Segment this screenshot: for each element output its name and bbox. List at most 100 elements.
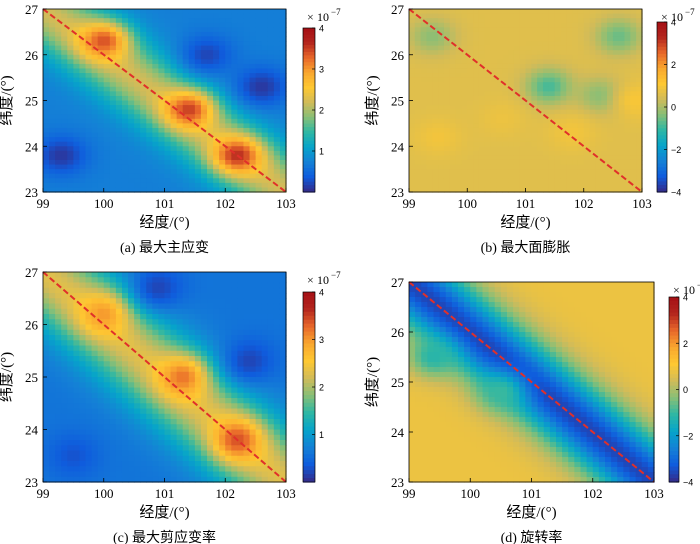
panel-a-cell [97,169,105,175]
panel-b-cell [519,45,527,51]
panel-b-cell [560,123,567,129]
panel-c-cell [43,335,50,341]
panel-a-cell [243,100,251,106]
panel-b-cell [496,59,503,65]
panel-b-cell [443,109,451,115]
panel-a-cell [267,118,275,124]
panel-c-cell [152,319,160,326]
panel-b-cell [601,45,608,51]
panel-a-cell [200,27,208,33]
panel-a-cell [49,18,56,24]
panel-c-cell [152,461,160,467]
panel-b-cell [548,41,556,47]
panel-c-cell [115,319,123,326]
panel-a-cell [79,155,87,161]
panel-c-cell [67,413,74,420]
panel-a-cell [231,36,238,42]
panel-b-cell [525,178,532,184]
panel-c-cell [97,424,105,431]
panel-c-cell [158,413,166,420]
panel-b-cell [630,127,637,134]
panel-c-cell [182,377,190,383]
panel-b-cell [607,159,614,166]
panel-a-cell [121,187,129,193]
panel-b-cell [566,141,573,147]
panel-a-cell [158,127,166,134]
panel-c-cell [219,466,226,473]
panel-b-cell [443,9,451,15]
panel-b-colorbar-segment [657,43,667,48]
panel-b-cell [420,105,428,111]
panel-a-cell [85,36,93,42]
panel-a-cell [225,187,232,193]
panel-c-cell [182,408,190,415]
panel-c-cell [225,371,232,378]
panel-c-cell [55,329,62,336]
panel-b-cell [572,68,579,74]
panel-c-cell [273,293,281,299]
panel-a-cell [267,50,275,56]
panel-c-cell [134,419,141,425]
panel-b-cell [432,150,439,156]
panel-c-cell [188,392,196,399]
panel-b-cell [508,41,515,47]
panel-a-cell [146,27,153,33]
panel-a-cell [219,118,226,124]
panel-b-cell [490,13,497,19]
panel-c-cell [194,408,202,415]
panel-b-cell [455,91,463,97]
panel-c-cell [279,329,287,336]
panel-b-cell [554,86,562,92]
panel-a-cell [219,137,226,143]
panel-c-cell [261,387,269,394]
panel-c-cell [128,335,135,341]
panel-c-cell [121,335,129,341]
panel-b-cell [525,137,532,143]
panel-c-cell [261,277,269,284]
panel-c-cell [164,445,172,452]
panel-c-cell [109,366,117,373]
panel-a-cell [255,31,263,38]
panel-a-cell [67,114,74,120]
panel-a-cell [261,127,269,134]
panel-c-cell [176,287,184,294]
panel-c-cell [231,466,238,473]
panel-c-cell [121,345,129,352]
panel-c-cell [200,387,208,394]
panel-b-cell [443,173,451,179]
panel-c-cell [194,450,202,457]
panel-a-cell [237,182,245,189]
panel-a-colorbar-segment [303,58,315,63]
panel-b-cell [484,164,492,170]
panel-a-colorbar-segment [303,110,315,115]
panel-a-cell [128,31,135,38]
panel-c-cell [164,440,172,446]
panel-c-cell [188,282,196,289]
panel-a-cell [249,187,257,193]
panel-a-cell [255,9,263,15]
panel-b-cell [467,54,474,60]
panel-c-cell [279,293,287,299]
panel-c-cell [188,434,196,441]
panel-a-cell [103,50,111,56]
panel-b-cell [443,18,451,24]
panel-b-cell [577,18,585,24]
panel-b-cell [432,127,439,134]
panel-b-cell [595,95,602,102]
panel-c-cell [219,476,226,483]
panel-b-cell [508,68,515,74]
panel-b-cell [473,68,480,74]
panel-b-cell [583,182,591,189]
panel-a-cell [61,91,68,97]
panel-c-cell [134,340,141,347]
panel-a-cell [61,169,68,175]
panel-c-cell [55,450,62,457]
panel-c-cell [73,377,81,383]
panel-a-cell [109,36,117,42]
panel-b-cell [607,127,614,134]
panel-a-cell [231,127,238,134]
panel-b-cell [432,132,439,138]
panel-b-cell [443,41,451,47]
panel-c-cell [182,340,190,347]
panel-c-cell [121,287,129,294]
